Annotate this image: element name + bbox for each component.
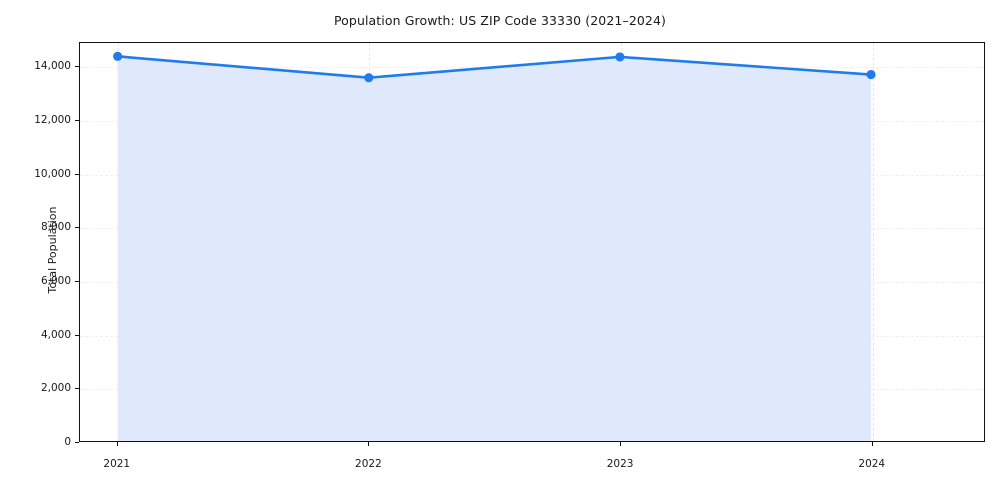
y-tick-mark bbox=[75, 388, 79, 390]
x-tick-mark bbox=[116, 442, 118, 446]
y-tick-label: 6,000 bbox=[40, 274, 71, 287]
series-line bbox=[118, 56, 871, 77]
data-point-marker: 2022: 13600 bbox=[364, 73, 374, 83]
y-tick-mark bbox=[75, 173, 79, 175]
y-tick-label: 0 bbox=[64, 436, 71, 448]
data-point-marker: 2023: 14380 bbox=[615, 52, 625, 62]
data-point-marker: 2024: 13720 bbox=[866, 69, 876, 80]
y-tick-mark bbox=[75, 227, 79, 229]
x-tick-label: 2022 bbox=[355, 458, 382, 470]
x-tick-mark bbox=[871, 442, 873, 446]
y-tick-mark bbox=[75, 280, 79, 282]
data-point-marker: 2021: 14400 bbox=[113, 51, 123, 61]
x-tick-mark bbox=[620, 442, 622, 446]
y-tick-label: 4,000 bbox=[40, 328, 71, 341]
x-tick-label: 2023 bbox=[606, 458, 634, 470]
population-area-series: 2021: 14400 2022: 13600 2023: 14380 2024: 1… bbox=[113, 51, 876, 441]
area-fill bbox=[117, 56, 871, 441]
y-tick-mark bbox=[75, 66, 79, 68]
y-tick-mark bbox=[75, 334, 79, 336]
plot-area: 2021: 14400 2022: 13600 2023: 14380 2024: 1… bbox=[79, 42, 985, 442]
y-tick-label: 14,000 bbox=[34, 60, 71, 73]
x-tick-label: 2021 bbox=[103, 458, 131, 470]
y-tick-label: 2,000 bbox=[40, 382, 71, 395]
y-tick-mark bbox=[75, 442, 79, 443]
x-tick-mark bbox=[368, 442, 370, 446]
y-tick-label: 8,000 bbox=[40, 221, 71, 234]
y-tick-label: 10,000 bbox=[34, 167, 71, 180]
x-tick-label: 2024 bbox=[858, 458, 886, 470]
chart-title: Population Growth: US ZIP Code 33330 (20… bbox=[333, 13, 667, 28]
gridline-vertical bbox=[872, 43, 874, 441]
y-tick-label: 12,000 bbox=[34, 113, 71, 126]
y-tick-mark bbox=[75, 119, 79, 121]
